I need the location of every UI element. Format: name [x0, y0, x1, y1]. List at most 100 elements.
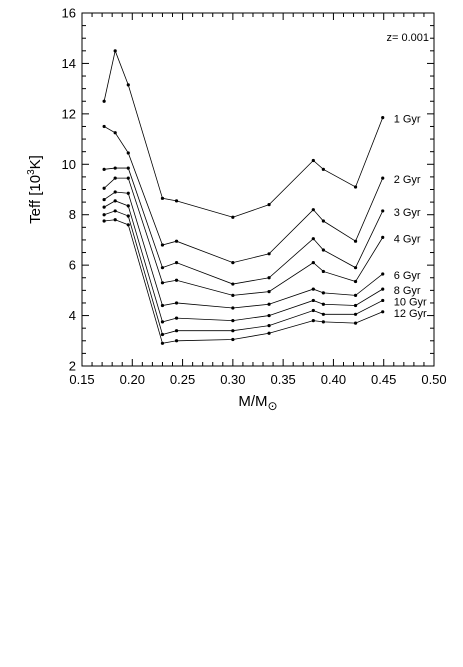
data-point — [102, 205, 106, 209]
data-point — [381, 298, 385, 303]
y-tick-label: 6 — [69, 258, 76, 273]
data-point — [113, 166, 117, 170]
data-point — [126, 191, 130, 195]
data-point — [267, 331, 271, 335]
x-tick-label: 0.20 — [120, 372, 145, 387]
data-point — [381, 272, 385, 276]
series-line — [104, 219, 383, 344]
data-point — [174, 329, 179, 333]
data-point — [267, 290, 271, 294]
data-point — [231, 293, 235, 297]
series-line — [103, 126, 384, 264]
y-tick-label: 4 — [69, 308, 76, 323]
data-point — [174, 199, 179, 203]
data-point — [160, 303, 165, 308]
data-point — [321, 248, 325, 252]
data-point — [160, 332, 165, 337]
data-point — [231, 319, 235, 323]
data-point — [102, 186, 106, 190]
data-point — [381, 287, 385, 291]
data-point — [353, 303, 358, 308]
y-axis-title: Teff [103K] — [26, 155, 44, 224]
y-tick-label: 12 — [62, 106, 76, 121]
data-point — [353, 239, 358, 243]
x-tick-label: 0.40 — [321, 372, 346, 387]
data-point — [174, 239, 179, 243]
data-point — [381, 116, 385, 120]
data-point — [231, 282, 235, 286]
data-point — [160, 243, 165, 247]
data-point — [160, 196, 165, 200]
data-point — [353, 293, 358, 297]
data-point — [102, 197, 106, 202]
y-axis-title-suffix: K] — [27, 155, 44, 169]
data-point — [113, 199, 117, 203]
data-point — [321, 219, 325, 223]
plot-frame — [81, 12, 435, 367]
series-label: 4 Gyr — [394, 233, 421, 245]
data-point — [311, 208, 315, 212]
data-point — [113, 131, 117, 135]
data-point — [311, 308, 315, 313]
y-tick-label: 10 — [62, 157, 76, 172]
data-point — [102, 219, 106, 223]
data-point — [353, 266, 358, 270]
data-point — [381, 176, 385, 180]
metallicity-annotation: z= 0.001 — [386, 32, 429, 44]
data-point — [113, 209, 117, 213]
data-point — [311, 158, 315, 163]
data-point — [113, 176, 117, 180]
x-tick-label: 0.25 — [170, 372, 195, 387]
series-label: 6 Gyr — [394, 270, 421, 282]
data-point — [102, 124, 106, 129]
series-line — [103, 49, 384, 218]
data-point — [160, 320, 165, 324]
data-point — [160, 281, 165, 285]
data-point — [160, 341, 165, 345]
data-point — [160, 266, 165, 270]
series-line — [104, 210, 383, 335]
data-point — [174, 278, 179, 282]
data-point — [321, 269, 325, 274]
data-point — [174, 301, 179, 305]
data-point — [353, 312, 358, 316]
data-point — [267, 302, 271, 306]
data-point — [311, 237, 315, 241]
data-point — [102, 167, 106, 171]
series-label: 1 Gyr — [394, 114, 421, 126]
data-point — [311, 287, 315, 291]
data-point — [311, 319, 315, 323]
data-point — [102, 99, 106, 103]
series-label: 8 Gyr — [394, 285, 421, 297]
data-point — [321, 320, 325, 324]
data-point — [381, 235, 385, 240]
data-point — [321, 167, 325, 171]
data-point — [174, 261, 179, 265]
y-tick-label: 16 — [62, 6, 76, 21]
x-tick-label: 0.50 — [421, 372, 446, 387]
data-point — [321, 291, 325, 295]
data-point — [321, 312, 325, 316]
x-tick-label: 0.15 — [69, 372, 94, 387]
sun-symbol: ⊙ — [268, 399, 278, 413]
series-lines — [103, 49, 384, 344]
data-point — [231, 261, 235, 265]
data-point — [267, 276, 271, 280]
data-point — [174, 339, 179, 343]
data-point — [126, 166, 130, 170]
data-point — [231, 306, 235, 310]
data-point — [311, 298, 315, 303]
data-point — [126, 83, 130, 87]
data-point — [126, 223, 130, 227]
data-point — [113, 218, 117, 222]
y-tick-label: 14 — [62, 56, 76, 71]
axis-ticks — [81, 12, 435, 367]
data-point — [381, 209, 385, 213]
data-point — [267, 203, 271, 207]
data-point — [174, 316, 179, 320]
axis-tick-labels: 0.15 0.20 0.25 0.30 0.35 0.40 0.45 0.50 2 4 6 8 10 12… — [62, 6, 447, 388]
data-point — [231, 215, 235, 219]
series-label: 2 Gyr — [394, 174, 421, 186]
